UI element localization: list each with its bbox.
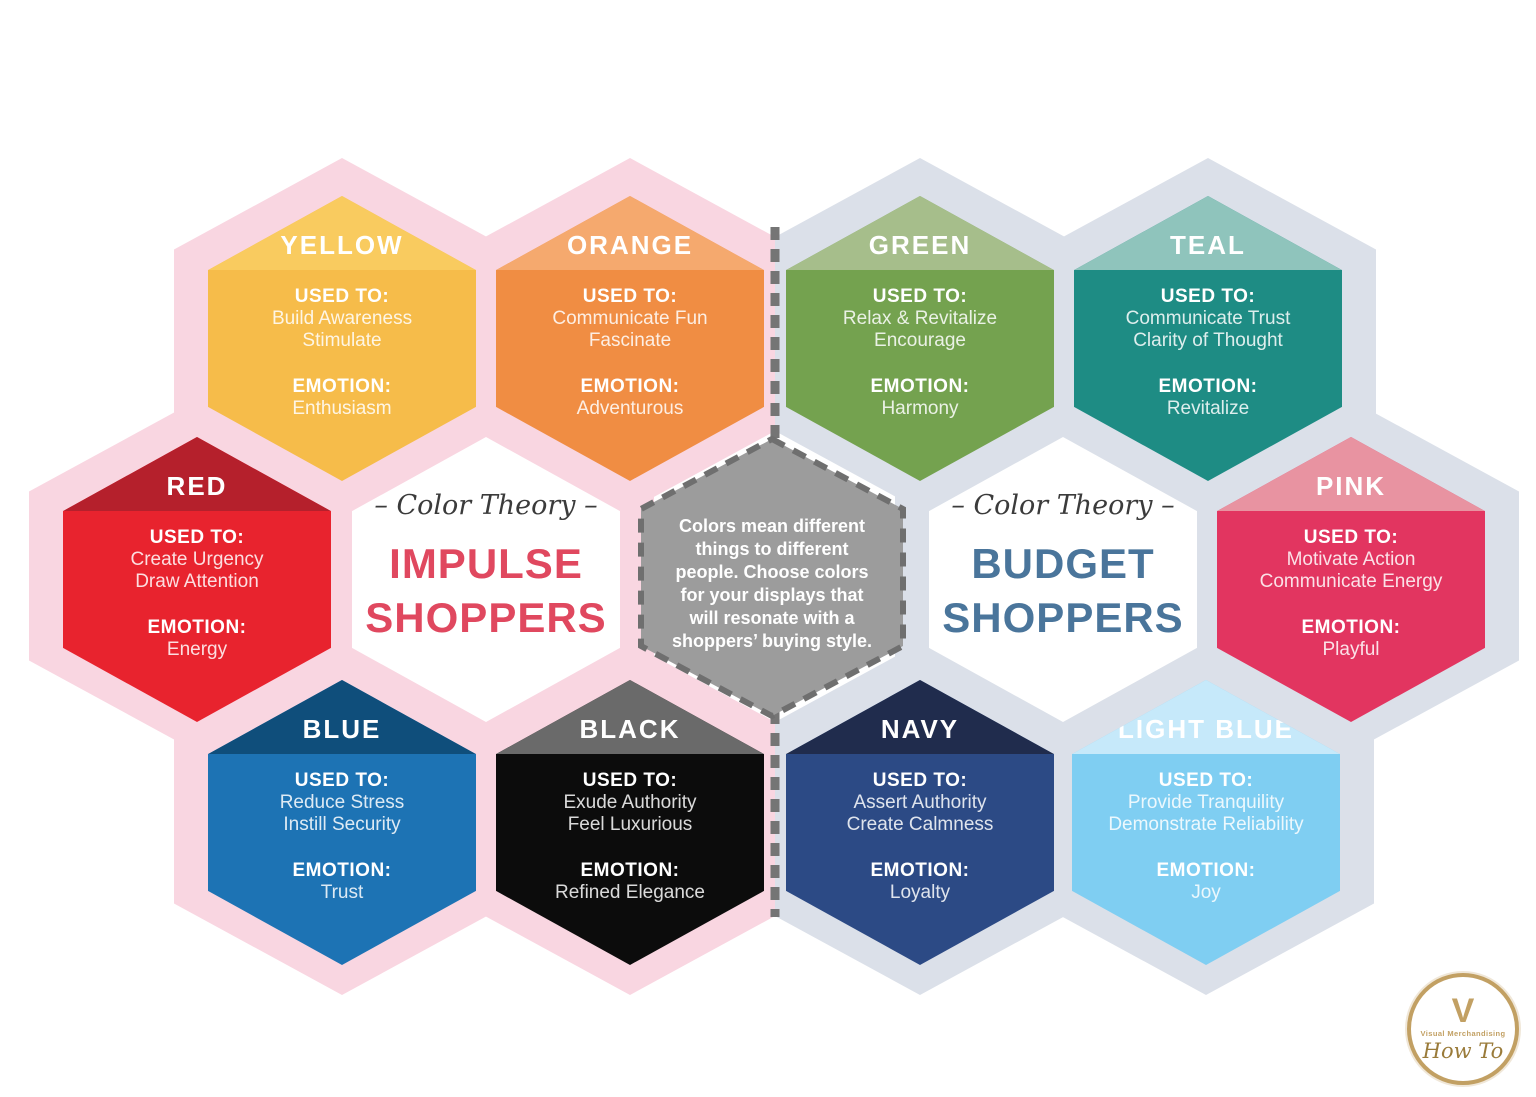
emotion-line: Revitalize [1166, 398, 1250, 420]
budget-eyebrow: – Color Theory – [951, 490, 1175, 521]
used-to-label: USED TO: [582, 770, 678, 792]
used-to-line: Provide Tranquility [1127, 792, 1285, 814]
hex-red-content: USED TO: Create Urgency Draw Attention E… [63, 511, 331, 661]
used-to-line: Encourage [874, 330, 966, 352]
hex-pink-content: USED TO: Motivate Action Communicate Ene… [1217, 511, 1485, 661]
emotion-label: EMOTION: [580, 376, 680, 398]
used-to-line: Communicate Trust [1125, 308, 1291, 330]
hex-navy-title: NAVY [880, 714, 960, 745]
emotion-line: Refined Elegance [555, 882, 705, 904]
used-to-line: Create Calmness [846, 814, 994, 836]
emotion-line: Trust [320, 882, 364, 904]
emotion-label: EMOTION: [147, 617, 247, 639]
emotion-line: Adventurous [576, 398, 684, 420]
hex-yellow-title: YELLOW [280, 230, 404, 261]
impulse-title-line1: IMPULSE [389, 540, 583, 587]
used-to-label: USED TO: [294, 286, 390, 308]
used-to-line: Communicate Fun [552, 308, 708, 330]
hex-black-content: USED TO: Exude Authority Feel Luxurious … [496, 754, 764, 904]
impulse-heading-block: – Color Theory – IMPULSE SHOPPERS [365, 490, 606, 645]
hex-orange-title: ORANGE [566, 230, 694, 261]
used-to-line: Demonstrate Reliability [1108, 814, 1304, 836]
hex-teal-content: USED TO: Communicate Trust Clarity of Th… [1074, 270, 1342, 420]
used-to-label: USED TO: [1160, 286, 1256, 308]
hex-yellow-content: USED TO: Build Awareness Stimulate EMOTI… [208, 270, 476, 420]
emotion-label: EMOTION: [870, 376, 970, 398]
budget-title-line2: SHOPPERS [942, 594, 1184, 641]
hex-green-content: USED TO: Relax & Revitalize Encourage EM… [786, 270, 1054, 420]
hex-orange-content: USED TO: Communicate Fun Fascinate EMOTI… [496, 270, 764, 420]
hex-navy-content: USED TO: Assert Authority Create Calmnes… [786, 754, 1054, 904]
used-to-line: Clarity of Thought [1133, 330, 1283, 352]
used-to-label: USED TO: [149, 527, 245, 549]
hex-red-title: RED [166, 471, 228, 502]
emotion-label: EMOTION: [292, 860, 392, 882]
budget-title-line1: BUDGET [971, 540, 1155, 587]
hex-light-blue-content: USED TO: Provide Tranquility Demonstrate… [1072, 754, 1340, 904]
used-to-label: USED TO: [872, 770, 968, 792]
emotion-line: Harmony [881, 398, 959, 420]
used-to-line: Instill Security [283, 814, 401, 836]
used-to-line: Fascinate [588, 330, 672, 352]
used-to-label: USED TO: [1303, 527, 1399, 549]
hex-blue-title: BLUE [302, 714, 382, 745]
used-to-label: USED TO: [294, 770, 390, 792]
hex-teal-title: TEAL [1170, 230, 1246, 261]
impulse-title-line2: SHOPPERS [365, 594, 607, 641]
note-text: Colors mean different things to differen… [671, 515, 873, 651]
emotion-label: EMOTION: [1158, 376, 1258, 398]
hex-light-blue-title: LIGHT BLUE [1118, 714, 1294, 745]
used-to-line: Reduce Stress [279, 792, 405, 814]
emotion-line: Loyalty [889, 882, 951, 904]
emotion-label: EMOTION: [580, 860, 680, 882]
emotion-line: Joy [1191, 882, 1221, 904]
used-to-line: Communicate Energy [1259, 571, 1443, 593]
used-to-line: Feel Luxurious [567, 814, 693, 836]
used-to-label: USED TO: [1158, 770, 1254, 792]
logo-brand-line: Visual Merchandising [1420, 1029, 1506, 1038]
budget-heading-block: – Color Theory – BUDGET SHOPPERS [942, 490, 1183, 645]
used-to-label: USED TO: [582, 286, 678, 308]
note-hexagon-shape [638, 435, 906, 720]
emotion-line: Playful [1322, 639, 1380, 661]
used-to-line: Build Awareness [271, 308, 413, 330]
emotion-label: EMOTION: [1156, 860, 1256, 882]
used-to-line: Motivate Action [1286, 549, 1416, 571]
hex-green-title: GREEN [868, 230, 972, 261]
used-to-line: Stimulate [302, 330, 382, 352]
used-to-line: Draw Attention [135, 571, 259, 593]
hex-center-note: Colors mean different things to differen… [637, 435, 907, 720]
brand-logo: V Visual Merchandising How To [1398, 966, 1528, 1092]
hex-black-title: BLACK [579, 714, 681, 745]
used-to-label: USED TO: [872, 286, 968, 308]
used-to-line: Relax & Revitalize [842, 308, 998, 330]
emotion-line: Enthusiasm [292, 398, 392, 420]
logo-circle: V Visual Merchandising How To [1407, 973, 1519, 1085]
emotion-line: Energy [166, 639, 228, 661]
logo-script-line: How To [1422, 1039, 1504, 1063]
used-to-line: Create Urgency [130, 549, 264, 571]
emotion-label: EMOTION: [292, 376, 392, 398]
used-to-line: Exude Authority [563, 792, 697, 814]
hex-blue-content: USED TO: Reduce Stress Instill Security … [208, 754, 476, 904]
used-to-line: Assert Authority [853, 792, 987, 814]
logo-v-monogram-icon: V [1451, 992, 1475, 1030]
divider-dashed-line [770, 227, 780, 917]
impulse-eyebrow: – Color Theory – [374, 490, 598, 521]
hex-pink-title: PINK [1315, 471, 1387, 502]
emotion-label: EMOTION: [1301, 617, 1401, 639]
emotion-label: EMOTION: [870, 860, 970, 882]
